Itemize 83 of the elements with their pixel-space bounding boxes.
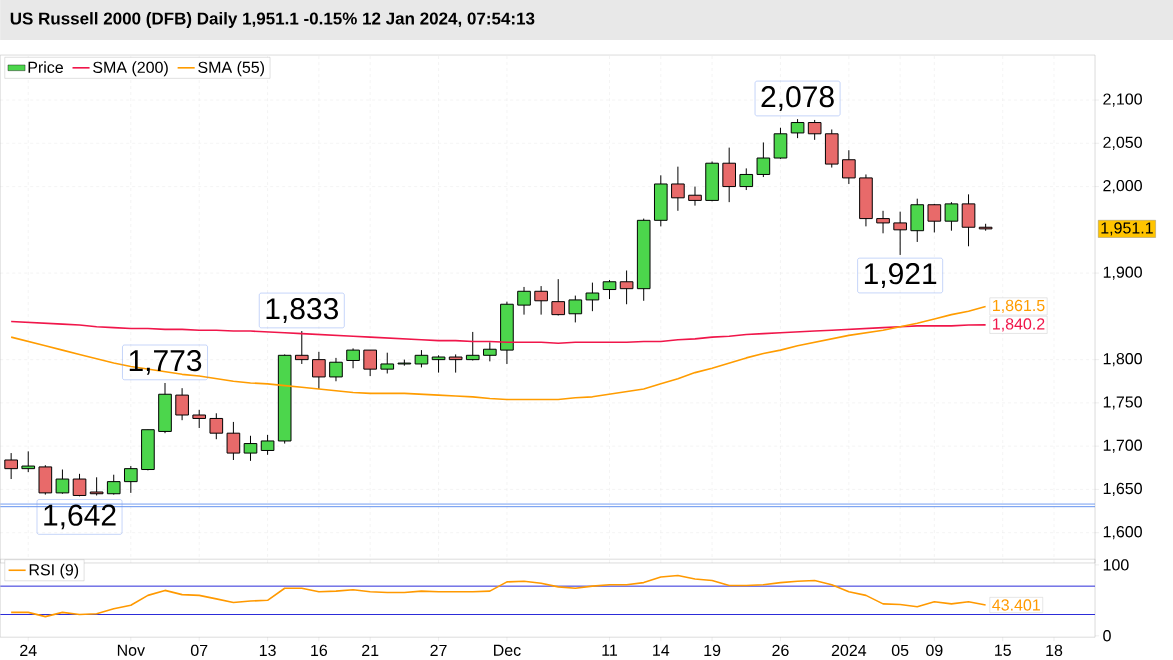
y-tick-label: 1,900: [1103, 266, 1142, 280]
legend-label: Price: [28, 61, 63, 74]
data-label: 1,840.2: [993, 318, 1045, 332]
candlestick: [329, 357, 343, 382]
data-label: 43.401: [992, 599, 1040, 611]
x-tick-label: 19: [704, 644, 721, 657]
y-tick-label: 2,000: [1103, 180, 1142, 194]
candlestick: [106, 474, 121, 496]
candlestick: [294, 330, 309, 365]
data-label: 1,861.5: [993, 299, 1045, 314]
x-tick-label: Nov: [117, 644, 145, 656]
candlestick: [876, 210, 890, 234]
candlestick: [380, 352, 395, 375]
candlestick: [21, 450, 36, 473]
candlestick: [568, 295, 583, 323]
x-tick-label: 11: [602, 644, 618, 656]
annotation: 1,833: [266, 298, 338, 323]
candlestick: [483, 341, 497, 362]
y-tick-label: 100: [1103, 559, 1129, 571]
y-tick-label: 1,700: [1103, 439, 1142, 453]
candlestick: [602, 279, 617, 300]
x-tick-label: 05: [891, 644, 909, 657]
text: 1,951.1: [1101, 222, 1153, 236]
candlestick: [89, 476, 104, 497]
candlestick: [226, 421, 241, 461]
y-tick-label: 1,600: [1103, 526, 1142, 540]
legend-label: RSI (9): [29, 563, 79, 579]
legend-label: SMA (55): [198, 61, 265, 77]
x-tick-label: 26: [772, 644, 789, 657]
y-tick-label: 1,750: [1103, 396, 1142, 410]
x-tick-label: 09: [926, 644, 943, 657]
candlestick: [243, 435, 258, 462]
candlestick: [739, 167, 754, 191]
candlestick: [346, 347, 360, 369]
candlestick: [756, 142, 771, 178]
x-tick-label: 15: [995, 644, 1011, 656]
legend-label: SMA (200): [93, 61, 168, 77]
x-tick-label: 2024: [831, 644, 867, 657]
candlestick: [4, 452, 18, 480]
candlestick: [790, 118, 805, 139]
chart-title: US Russell 2000 (DFB) Daily 1,951.1 -0.15% 12 Jan 2024, 07:54:13: [10, 12, 535, 28]
candlestick: [192, 409, 207, 429]
candlestick: [927, 203, 942, 233]
candlestick: [465, 331, 480, 362]
candlestick: [260, 434, 275, 456]
x-tick-label: 14: [653, 644, 670, 656]
y-tick-label: 2,050: [1103, 136, 1142, 150]
candlestick: [124, 465, 138, 494]
annotation: 1,642: [44, 504, 116, 530]
x-tick-label: 16: [311, 644, 328, 657]
candlestick: [312, 351, 326, 390]
candlestick: [807, 119, 822, 141]
annotation: 2,078: [761, 86, 834, 111]
x-tick-label: 21: [362, 644, 379, 656]
candlestick: [209, 412, 224, 440]
candlestick: [722, 147, 737, 203]
candlestick: [585, 282, 600, 312]
candlestick: [842, 149, 856, 185]
candlestick: [175, 387, 189, 421]
annotation: 1,921: [864, 263, 937, 288]
x-tick-label: 07: [190, 644, 208, 657]
x-tick-label: 27: [430, 644, 447, 656]
candlestick: [448, 354, 463, 374]
candlestick: [619, 270, 634, 305]
y-tick-label: 1,800: [1103, 353, 1142, 367]
y-tick-label: 1,650: [1103, 482, 1142, 497]
annotation: 1,773: [129, 350, 202, 375]
candlestick: [961, 193, 976, 247]
candlestick: [893, 211, 907, 256]
candlestick: [671, 166, 685, 212]
candlestick: [688, 186, 702, 207]
x-tick-label: Dec: [494, 644, 521, 656]
x-tick-label: 24: [20, 644, 37, 656]
candlestick: [55, 469, 70, 495]
y-tick-label: 2,100: [1103, 93, 1142, 107]
candlestick: [944, 201, 959, 232]
x-tick-label: 18: [1046, 644, 1063, 657]
candlestick: [534, 285, 548, 316]
y-tick-label: 0: [1103, 630, 1111, 642]
candlestick: [551, 278, 566, 317]
candlestick: [517, 286, 531, 316]
candlestick: [363, 349, 377, 377]
x-tick-label: 13: [259, 644, 276, 657]
